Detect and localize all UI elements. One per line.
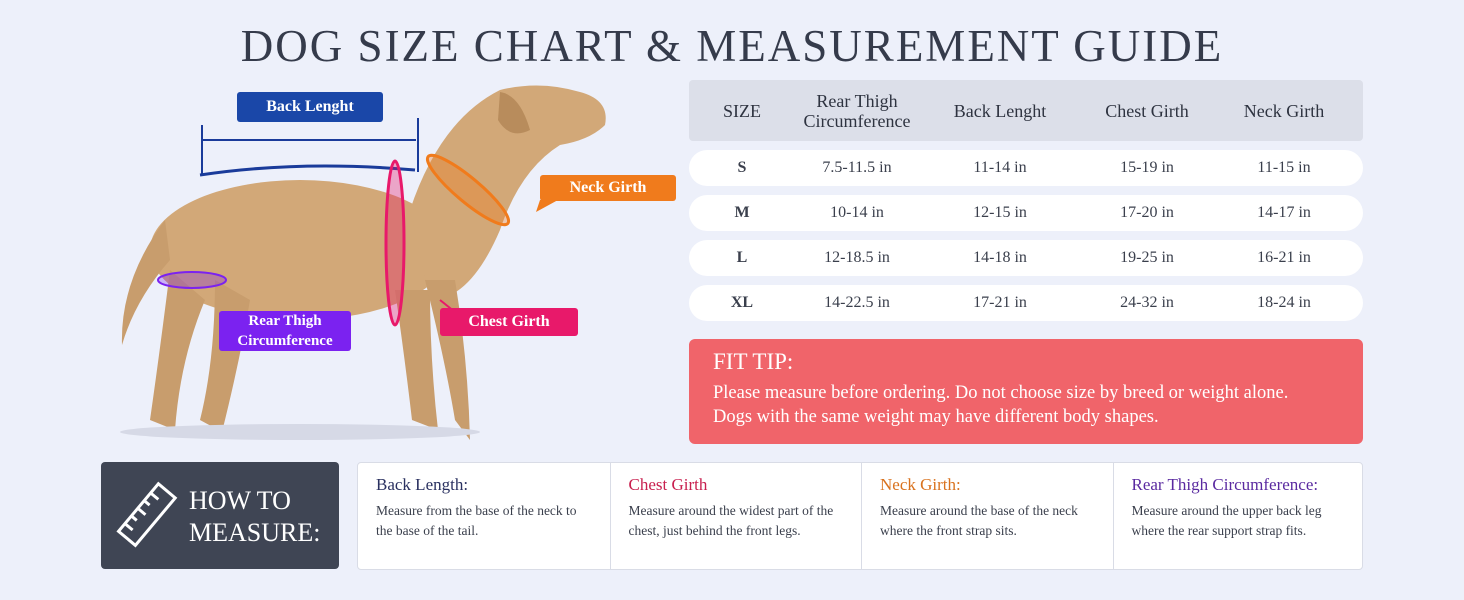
table-header-cell: Neck Girth: [1243, 100, 1325, 121]
how-to-box: HOW TO MEASURE:: [101, 462, 339, 569]
how-to-item: Back Length: Measure from the base of the…: [358, 463, 609, 569]
how-to-title: MEASURE:: [189, 518, 321, 547]
table-cell: 24-32 in: [1120, 294, 1174, 311]
table-row: S 7.5-11.5 in 11-14 in 15-19 in 11-15 in: [689, 150, 1363, 186]
how-to-item-text: Measure around the widest part of the ch…: [628, 503, 834, 538]
table-header-cell: Back Lenght: [953, 100, 1047, 121]
table-row: L 12-18.5 in 14-18 in 19-25 in 16-21 in: [689, 240, 1363, 276]
table-cell: 10-14 in: [830, 204, 884, 221]
table-cell: 17-21 in: [973, 294, 1027, 311]
how-to-item-title: Back Length:: [376, 475, 469, 494]
back-line: [199, 164, 416, 177]
back-length-tag: Back Lenght: [237, 92, 383, 122]
table-header-cell: Rear Thigh Circumference: [803, 90, 911, 131]
table-cell: 17-20 in: [1120, 204, 1174, 221]
pointer: [536, 200, 558, 212]
table-cell: XL: [730, 294, 754, 311]
table-row: M 10-14 in 12-15 in 17-20 in 14-17 in: [689, 195, 1363, 231]
how-to-item: Chest Girth Measure around the widest par…: [609, 463, 861, 569]
table-cell: 11-15 in: [1257, 159, 1311, 176]
how-to-item-title: Rear Thigh Circumference:: [1131, 475, 1319, 494]
table-cell: 16-21 in: [1257, 249, 1311, 266]
rear-thigh-tag: Rear Thigh Circumference: [219, 311, 351, 351]
how-to-title: HOW TO: [189, 486, 291, 515]
fit-tip-text: Please measure before ordering. Do not c…: [713, 383, 1289, 403]
table-cell: 12-15 in: [973, 204, 1027, 221]
table-cell: 7.5-11.5 in: [822, 159, 892, 176]
fit-tip-title: FIT TIP:: [713, 349, 794, 374]
table-cell: 14-18 in: [973, 249, 1027, 266]
dog-diagram: [120, 85, 606, 440]
title: DOG SIZE CHART & MEASUREMENT GUIDE: [240, 21, 1224, 71]
table-cell: 11-14 in: [973, 159, 1027, 176]
dog-illustration: [120, 85, 606, 440]
how-to-item-text: Measure from the base of the neck to the…: [376, 503, 577, 538]
table-cell: M: [734, 204, 750, 221]
table-cell: L: [736, 249, 748, 266]
how-to-item-title: Chest Girth: [628, 475, 708, 494]
table-header: SIZE Rear Thigh Circumference Back Lenght C…: [689, 80, 1363, 141]
how-to-item-text: Measure around the base of the neck wher…: [880, 503, 1078, 538]
table-cell: S: [737, 159, 747, 176]
fit-tip: FIT TIP: Please measure before ordering.…: [689, 339, 1363, 444]
how-to-item: Neck Girth: Measure around the base of th…: [861, 463, 1112, 569]
table-cell: 14-17 in: [1257, 204, 1311, 221]
how-to-panel: Back Length: Measure from the base of the…: [357, 462, 1363, 570]
fit-tip-text: Dogs with the same weight may have diffe…: [713, 407, 1159, 427]
table-cell: 12-18.5 in: [824, 249, 890, 266]
table-row: XL 14-22.5 in 17-21 in 24-32 in 18-24 in: [689, 285, 1363, 321]
how-to-item-title: Neck Girth:: [880, 475, 961, 494]
table-cell: 19-25 in: [1120, 249, 1174, 266]
table-cell: 15-19 in: [1120, 159, 1174, 176]
neck-ring: [425, 153, 511, 227]
table-cell: 18-24 in: [1257, 294, 1311, 311]
how-to-item-text: Measure around the upper back leg where …: [1131, 503, 1322, 538]
how-to-item: Rear Thigh Circumference: Measure around …: [1112, 463, 1364, 569]
thigh-ring: [157, 271, 227, 289]
table-header-cell: SIZE: [723, 100, 761, 121]
chest-ring: [384, 159, 406, 327]
ruler-icon: [116, 481, 178, 548]
chest-girth-tag: Chest Girth: [440, 308, 578, 336]
table-header-cell: Chest Girth: [1105, 100, 1189, 121]
table-cell: 14-22.5 in: [824, 294, 890, 311]
neck-girth-tag: Neck Girth: [540, 175, 676, 201]
